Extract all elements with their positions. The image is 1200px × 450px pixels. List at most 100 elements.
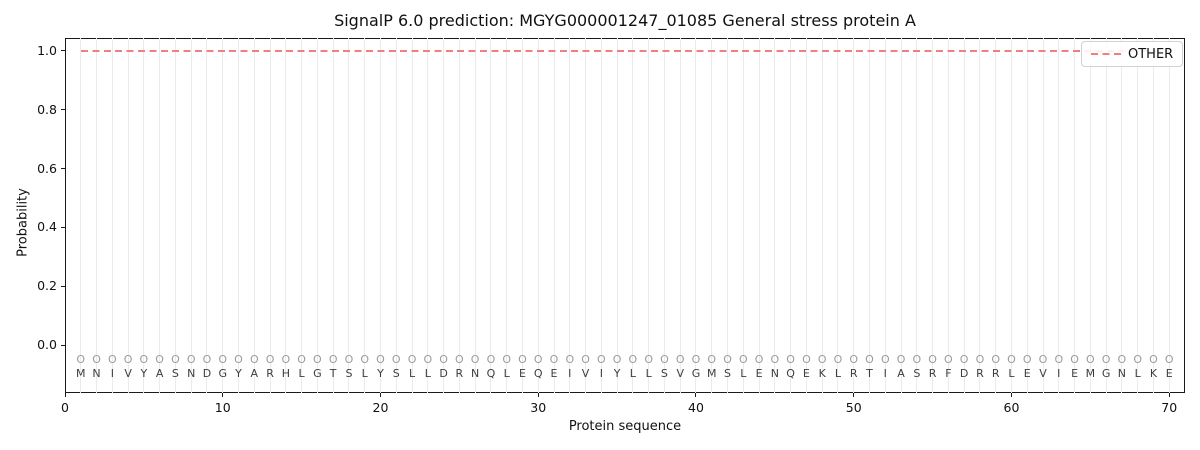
sequence-letter: R <box>991 367 1000 380</box>
predicted-label: O <box>1086 353 1095 366</box>
predicted-label: O <box>171 353 180 366</box>
y-tick-label: 0.0 <box>37 337 57 353</box>
sequence-letter: R <box>455 367 464 380</box>
gridline <box>474 38 476 393</box>
predicted-label: O <box>423 353 433 366</box>
sequence-letter: G <box>313 367 322 380</box>
x-tick-label: 50 <box>845 400 862 415</box>
x-tick <box>64 393 66 397</box>
gridline <box>1168 38 1170 393</box>
predicted-label: O <box>281 353 291 366</box>
sequence-letter: I <box>1057 367 1061 380</box>
sequence-letter: S <box>345 367 353 380</box>
sequence-letter: S <box>724 367 732 380</box>
y-tick <box>61 344 65 346</box>
predicted-label: O <box>470 353 480 366</box>
sequence-letter: I <box>599 367 603 380</box>
sequence-letter: I <box>568 367 572 380</box>
x-tick-label: 40 <box>688 400 704 415</box>
y-tick <box>61 50 65 52</box>
x-tick-label: 20 <box>372 400 389 415</box>
predicted-label: O <box>691 353 701 366</box>
sequence-letter: N <box>471 367 480 380</box>
predicted-label: O <box>123 353 133 366</box>
sequence-letter: E <box>755 367 763 380</box>
plot-title: SignalP 6.0 prediction: MGYG000001247_01… <box>334 11 916 30</box>
gridline <box>1152 38 1154 393</box>
predicted-label: O <box>297 353 306 366</box>
gridline <box>80 38 82 393</box>
predicted-label: O <box>1101 353 1111 366</box>
predicted-label: O <box>107 353 117 366</box>
sequence-letter: E <box>1023 367 1031 380</box>
predicted-label: O <box>880 353 890 366</box>
predicted-label: O <box>1149 353 1158 366</box>
sequence-letter: M <box>1085 367 1096 380</box>
gridline <box>1121 38 1123 393</box>
gridline <box>727 38 729 393</box>
sequence-letter: K <box>1149 367 1158 380</box>
legend-label: OTHER <box>1128 46 1174 62</box>
gridline <box>1089 38 1091 393</box>
sequence-letter: Q <box>533 367 543 380</box>
sequence-letter: I <box>110 367 114 380</box>
predicted-label: O <box>328 353 338 366</box>
legend-dashed-line-sample <box>1091 53 1121 55</box>
gridline <box>884 38 886 393</box>
sequence-letter: S <box>660 367 668 380</box>
gridline <box>96 38 98 393</box>
sequence-letter: R <box>849 367 858 380</box>
predicted-label: O <box>802 353 811 366</box>
predicted-label: O <box>1022 353 1032 366</box>
sequence-letter: Y <box>235 367 242 380</box>
gridline <box>742 38 744 393</box>
predicted-label: O <box>533 353 543 366</box>
x-tick <box>379 393 381 397</box>
sequence-letter: Y <box>377 367 384 380</box>
gridline <box>632 38 634 393</box>
gridline <box>869 38 870 393</box>
sequence-letter: A <box>155 367 164 380</box>
sequence-letter: Y <box>613 367 621 380</box>
predicted-label: O <box>738 353 748 366</box>
x-tick-label: 70 <box>1161 400 1178 415</box>
gridline <box>1026 38 1028 393</box>
gridline <box>159 38 161 393</box>
sequence-letter: V <box>124 367 132 380</box>
sequence-letter: Q <box>486 367 496 380</box>
predicted-label: O <box>660 353 669 366</box>
sequence-letter: E <box>518 367 526 380</box>
sequence-letter: M <box>76 367 86 380</box>
y-tick-label: 1.0 <box>37 42 57 58</box>
sequence-letter: L <box>834 367 842 380</box>
sequence-letter: N <box>92 367 101 380</box>
predicted-label: O <box>549 353 559 366</box>
sequence-letter: K <box>818 367 826 380</box>
gridline <box>916 38 918 393</box>
sequence-letter: D <box>439 367 448 380</box>
gridline <box>127 38 129 393</box>
gridline <box>253 38 255 393</box>
gridline <box>553 38 555 393</box>
gridline <box>269 38 271 393</box>
predicted-label: O <box>186 353 196 366</box>
gridline <box>1137 38 1139 393</box>
gridline <box>805 38 807 393</box>
predicted-label: O <box>1133 353 1142 366</box>
sequence-letter: V <box>1039 367 1047 380</box>
predicted-label: O <box>865 353 874 366</box>
gridline <box>600 38 602 393</box>
predicted-label: O <box>707 353 717 366</box>
sequence-letter: E <box>1071 367 1079 380</box>
gridline <box>174 38 176 393</box>
x-axis-label: Protein sequence <box>568 419 682 434</box>
gridline <box>111 38 113 393</box>
x-tick-label: 30 <box>530 400 547 415</box>
gridline <box>758 38 760 393</box>
sequence-letter: S <box>392 367 400 380</box>
predicted-label: O <box>486 353 496 366</box>
predicted-label: O <box>360 353 370 366</box>
gridline <box>837 38 839 393</box>
predicted-label: O <box>817 353 827 366</box>
sequence-letter: N <box>187 367 196 380</box>
